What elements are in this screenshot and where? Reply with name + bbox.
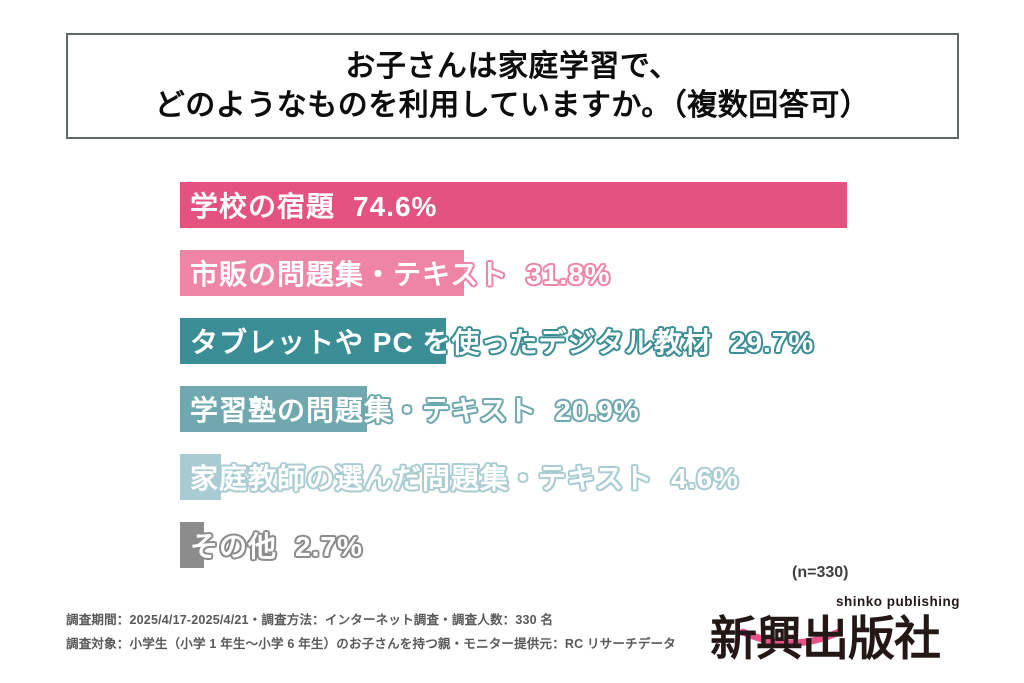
survey-note-line-1: 調査期間：2025/4/17-2025/4/21・調査方法：インターネット調査・…	[66, 613, 554, 627]
publisher-logo: 新興出版社 shinko publishing	[710, 592, 962, 665]
bar-row: 学習塾の問題集・テキスト 20.9%	[180, 386, 960, 432]
bar-row: その他 2.7%	[180, 522, 960, 568]
bar-label: その他	[190, 531, 278, 562]
bar-chart: 学校の宿題 74.6% 市販の問題集・テキスト 31.8% タブレットや PC を使った…	[180, 182, 960, 582]
bar-text: 市販の問題集・テキスト 31.8%	[190, 253, 611, 293]
bar-value: 31.8%	[526, 259, 611, 290]
bar-value: 29.7%	[729, 327, 815, 358]
bar	[180, 454, 221, 500]
bar-row: タブレットや PC を使ったデジタル教材 29.7%	[180, 318, 960, 364]
bar-text: タブレットや PC を使ったデジタル教材 29.7%	[190, 321, 814, 361]
bar	[180, 522, 204, 568]
bar	[180, 182, 847, 228]
bar-row: 家庭教師の選んだ問題集・テキスト 4.6%	[180, 454, 960, 500]
title-line-2: どのようなものを利用していますか。（複数回答可）	[154, 89, 871, 122]
bar-text: 学習塾の問題集・テキスト 20.9%	[190, 389, 640, 429]
publisher-logo-subtext: shinko publishing	[836, 594, 960, 609]
survey-note-line-2: 調査対象：小学生（小学 1 年生～小学 6 年生）のお子さんを持つ親・モニター提…	[66, 637, 676, 651]
bar-row: 市販の問題集・テキスト 31.8%	[180, 250, 960, 296]
bar-value: 20.9%	[555, 395, 640, 426]
bar-text: その他 2.7%	[190, 525, 363, 565]
logo-smile-arc-icon	[739, 628, 843, 647]
bar	[180, 318, 446, 364]
bar-value: 4.6%	[671, 463, 739, 494]
bar	[180, 250, 464, 296]
survey-notes: 調査期間：2025/4/17-2025/4/21・調査方法：インターネット調査・…	[66, 608, 676, 656]
bar-label: 学習塾の問題集・テキスト	[190, 395, 538, 426]
bar-label: 家庭教師の選んだ問題集・テキスト	[190, 463, 654, 494]
bar-value: 74.6%	[353, 191, 438, 222]
bar-label: 学校の宿題	[190, 191, 336, 222]
title-line-1: お子さんは家庭学習で、	[345, 50, 680, 83]
bar-text: 学校の宿題 74.6%	[190, 185, 437, 225]
bar-label: タブレットや PC を使ったデジタル教材	[190, 327, 712, 358]
bar-value: 2.7%	[295, 531, 363, 562]
title-box: お子さんは家庭学習で、 どのようなものを利用していますか。（複数回答可）	[66, 33, 959, 139]
publisher-logo-text: 新興出版社	[710, 612, 941, 665]
sample-size-note: (n=330)	[792, 564, 849, 581]
bar	[180, 386, 367, 432]
bar-label: 市販の問題集・テキスト	[190, 259, 509, 290]
bar-row: 学校の宿題 74.6%	[180, 182, 960, 228]
bar-text: 家庭教師の選んだ問題集・テキスト 4.6%	[190, 457, 739, 497]
